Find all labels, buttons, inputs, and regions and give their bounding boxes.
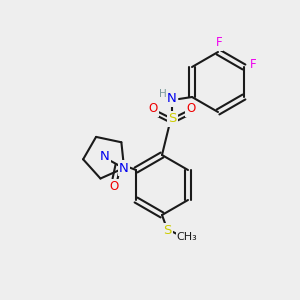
Text: CH₃: CH₃ [177, 232, 197, 242]
Text: O: O [110, 181, 118, 194]
Text: O: O [148, 103, 158, 116]
Text: S: S [163, 224, 171, 238]
Text: N: N [119, 161, 129, 175]
Text: H: H [159, 89, 167, 99]
Text: S: S [168, 112, 176, 125]
Text: O: O [186, 103, 196, 116]
Text: N: N [100, 151, 110, 164]
Text: F: F [216, 37, 222, 50]
Text: F: F [250, 58, 256, 71]
Text: N: N [167, 92, 177, 106]
